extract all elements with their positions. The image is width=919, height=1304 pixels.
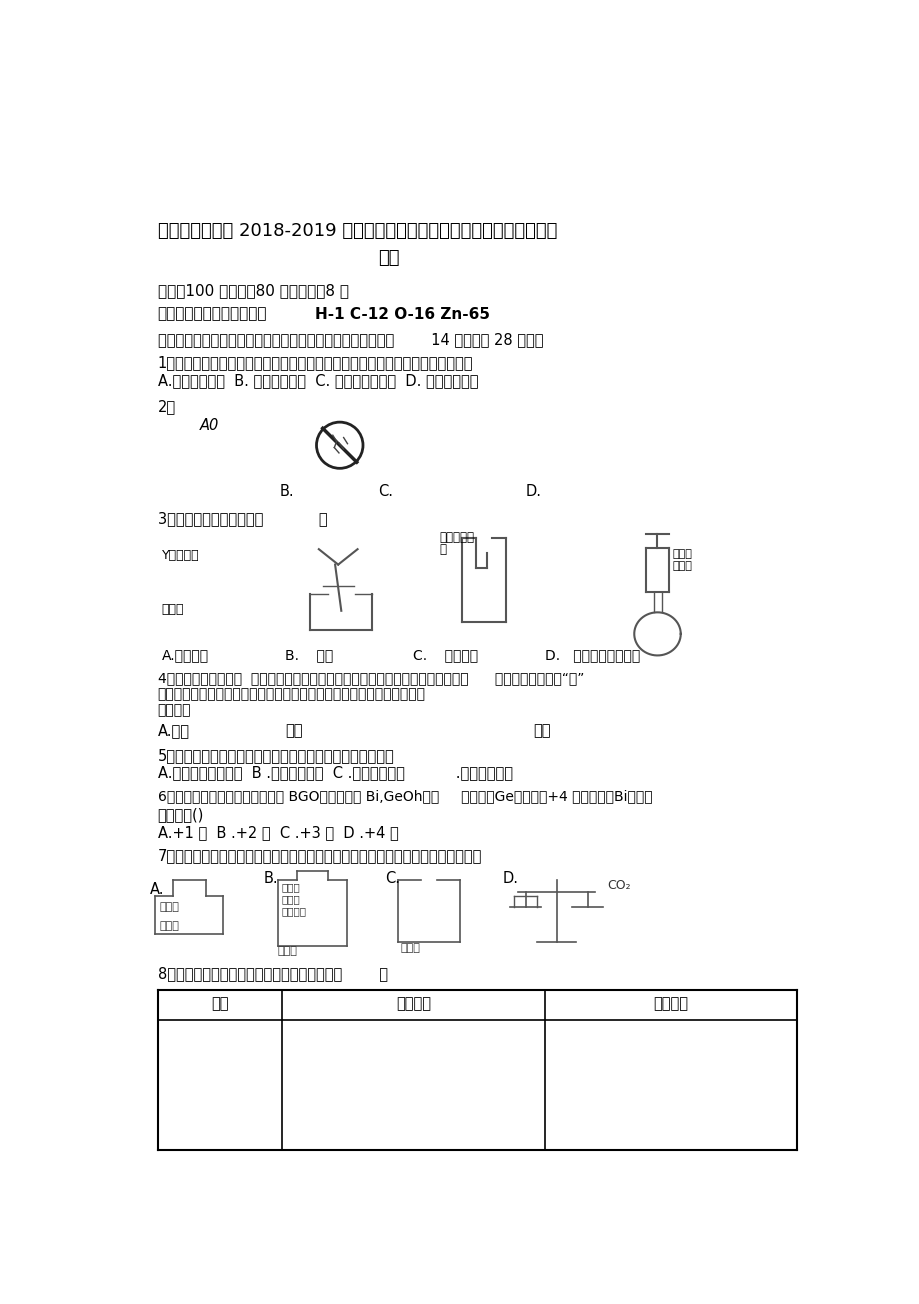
Text: B.    过滤: B. 过滤	[285, 648, 334, 661]
Text: 班）: 班）	[378, 249, 400, 267]
Text: 氢溶液: 氢溶液	[673, 561, 692, 571]
Text: 8、下列客观事实对应的微观解释不正确的是（        ）: 8、下列客观事实对应的微观解释不正确的是（ ）	[157, 966, 387, 982]
Text: A.二氧化碳、蒸镏水  B .铁矿石、空气  C .氢气、硫酸铜           .液氮、稀盐酸: A.二氧化碳、蒸镏水 B .铁矿石、空气 C .氢气、硫酸铜 .液氮、稀盐酸	[157, 765, 512, 781]
Text: 分值：100 分时间：80 分钟页数：8 页: 分值：100 分时间：80 分钟页数：8 页	[157, 283, 348, 299]
Text: A.单质: A.单质	[157, 724, 189, 738]
Text: D.: D.	[525, 484, 541, 498]
Text: 选项: 选项	[210, 996, 228, 1011]
Text: 二氧化碳: 二氧化碳	[281, 906, 306, 915]
Text: 客观事实: 客观事实	[395, 996, 430, 1011]
Text: 可能需要的相对原子质量：: 可能需要的相对原子质量：	[157, 306, 267, 322]
Text: A.+1 价  B .+2 价  C .+3 价  D .+4 价: A.+1 价 B .+2 价 C .+3 价 D .+4 价	[157, 825, 398, 840]
Text: C.: C.	[384, 871, 399, 885]
Text: 离子: 离子	[533, 724, 550, 738]
Text: 5、下列各组物质中，前者属于纯净物、后者属于混合物的是: 5、下列各组物质中，前者属于纯净物、后者属于混合物的是	[157, 747, 394, 763]
Text: 蒸试液: 蒸试液	[400, 943, 420, 953]
Text: A.滴加液体: A.滴加液体	[162, 648, 209, 661]
Text: 矿泉水: 矿泉水	[281, 883, 300, 893]
Text: 2、: 2、	[157, 399, 176, 415]
Text: C.: C.	[378, 484, 393, 498]
Text: 过氧化: 过氧化	[673, 549, 692, 559]
Text: 塑料瓶: 塑料瓶	[281, 895, 300, 904]
Text: 认识各种标志是生活必须常识之一。下列图标中与燃烧和爆炸无关的是（: 认识各种标志是生活必须常识之一。下列图标中与燃烧和爆炸无关的是（	[157, 687, 425, 702]
Text: 7、如图所示的有关二氧化碳性质的实验中，只能证明二氧化碳的物理性质的是（）: 7、如图所示的有关二氧化碳性质的实验中，只能证明二氧化碳的物理性质的是（）	[157, 848, 482, 863]
Text: 、选择题（在下列四个选项中只有一个选项符合题意。本大题        14 小题，共 28 分。）: 、选择题（在下列四个选项中只有一个选项符合题意。本大题 14 小题，共 28 分…	[157, 333, 542, 347]
Text: H-1 C-12 O-16 Zn-65: H-1 C-12 O-16 Zn-65	[314, 306, 490, 322]
Text: B.: B.	[279, 484, 294, 498]
Text: A.白雪缓慢消融  B. 葡萄酿成红酒  C. 氨水使酚酞变红  D. 铜器锈蚀变绿: A.白雪缓慢消融 B. 葡萄酿成红酒 C. 氨水使酚酞变红 D. 铜器锈蚀变绿	[157, 374, 478, 389]
Text: 化合价为(): 化合价为()	[157, 807, 204, 822]
Text: B.: B.	[264, 871, 278, 885]
Text: 条: 条	[438, 542, 446, 556]
Text: 3、下列实验操作正确的是            ）: 3、下列实验操作正确的是 ）	[157, 511, 327, 526]
Text: 石灰石: 石灰石	[159, 921, 179, 931]
Text: 指的是（: 指的是（	[157, 703, 191, 717]
Text: 「镁条: 「镁条	[162, 602, 184, 615]
Text: 4、我国是燃煤大国，  烟道气体脱硫是治理燃煤带来的环境污染的重要措施之一。      烟道气体脱硫中的“硫”: 4、我国是燃煤大国， 烟道气体脱硫是治理燃煤带来的环境污染的重要措施之一。 烟道…	[157, 670, 584, 685]
Text: Y－稀盐酸: Y－稀盐酸	[162, 549, 199, 562]
Text: 1、物质是变化的，我们生活在多姿多彩的物质世界里，下列属于物理变化是（）: 1、物质是变化的，我们生活在多姿多彩的物质世界里，下列属于物理变化是（）	[157, 355, 472, 370]
Text: D.   过氧化氢制取氧气: D. 过氧化氢制取氧气	[545, 648, 640, 661]
Text: A.: A.	[150, 882, 165, 897]
Text: C.    验满氧气: C. 验满氧气	[413, 648, 478, 661]
Text: 廉江市实验学校 2018-2019 学年度第一学期期末考试试题初三化学（优秀: 廉江市实验学校 2018-2019 学年度第一学期期末考试试题初三化学（优秀	[157, 222, 556, 240]
Text: 6、我国研制的一种闪烁晶体材料 BGO（化学式为 Bi,GeOh），     其中错（Ge）元素为+4 价，则州（Bi）元素: 6、我国研制的一种闪烁晶体材料 BGO（化学式为 Bi,GeOh）， 其中错（G…	[157, 789, 652, 803]
Text: CO₂: CO₂	[607, 879, 630, 892]
Text: 石灰水: 石灰水	[278, 947, 298, 957]
Text: A0: A0	[200, 419, 220, 433]
Text: 稀盐酸: 稀盐酸	[159, 902, 179, 911]
Text: 元素: 元素	[285, 724, 302, 738]
Text: D.: D.	[502, 871, 518, 885]
Text: 微观解释: 微观解释	[652, 996, 687, 1011]
Text: 带火星的本: 带火星的本	[438, 532, 473, 545]
